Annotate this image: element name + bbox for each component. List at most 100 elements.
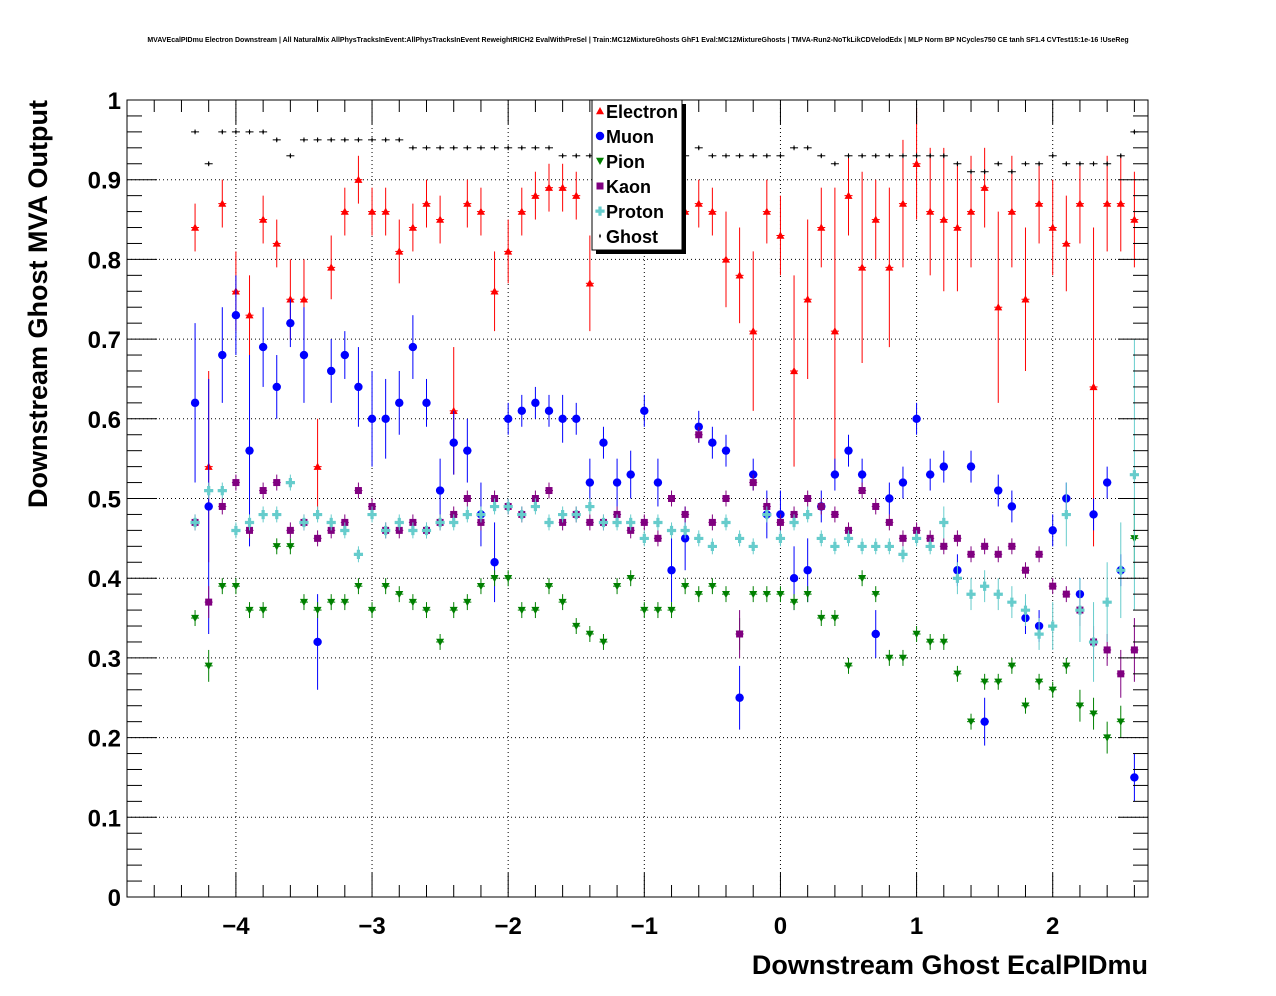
ghost-point [398,137,401,143]
proton-point [190,517,200,528]
y-axis-title: Downstream Ghost MVA Output [23,100,53,508]
pion-point [218,582,227,591]
pion-point [830,614,839,623]
kaon-point [804,495,812,502]
electron-point [272,239,281,247]
electron-point [340,207,349,215]
electron-point [436,215,445,223]
pion-point [817,614,826,623]
ghost-point [194,129,197,135]
proton-point [653,517,663,528]
proton-point [1034,629,1044,639]
electron-point [463,199,472,207]
pion-point [626,575,635,583]
electron-point [1021,295,1030,303]
muon-point [585,478,595,487]
electron-point [926,207,935,215]
ghost-point [316,137,319,143]
x-tick-label: 0 [774,913,787,940]
electron-point [558,183,567,191]
electron-point [368,207,377,215]
pion-point [898,654,907,662]
ghost-point [507,145,510,151]
electron-point [408,223,417,231]
proton-point [272,509,282,520]
proton-point [503,501,513,512]
kaon-point [463,495,471,502]
proton-point [1088,637,1099,647]
ghost-point [956,161,959,167]
kaon-point [1103,646,1111,654]
ghost-point [1092,161,1095,167]
pion-point [572,622,581,631]
muon-point [667,566,676,575]
electron-point [531,191,540,199]
kaon-point [273,479,281,487]
proton-point [1048,621,1058,631]
pion-point [803,590,812,599]
kaon-point [940,542,948,550]
proton-point [694,533,704,544]
ghost-point [1078,161,1081,167]
pion-point [327,598,336,607]
ghost-point [847,153,850,159]
pion-point [286,543,295,551]
proton-point [408,525,418,536]
ghost-point [452,145,455,151]
proton-point [939,517,949,528]
pion-point [231,582,240,591]
ghost-point [520,145,523,151]
muon-point [544,406,554,416]
pion-point [844,662,853,670]
pion-point [613,582,622,591]
x-tick-label: −3 [358,913,385,940]
chart-title: MVAVEcalPIDmu Electron Downstream | All … [147,37,1128,44]
y-tick-label: 0.5 [88,487,121,514]
muon-point [299,350,309,360]
ghost-point [588,153,591,159]
proton-point [381,525,391,536]
y-tick-label: 0.4 [88,566,122,593]
ghost-point [901,153,904,159]
pion-point [408,598,417,607]
proton-point [1020,605,1031,615]
proton-point [830,541,840,552]
ghost-point [1065,161,1068,167]
ghost-point [207,161,210,167]
x-tick-label: 1 [910,913,923,940]
proton-point [204,486,214,496]
y-tick-label: 0.8 [88,247,121,274]
muon-point [449,438,458,447]
muon-point [517,406,526,416]
legend-label-proton: Proton [606,202,664,222]
series-pion [191,498,1139,754]
ghost-point [262,129,265,135]
muon-point [612,478,622,487]
proton-point [843,533,854,544]
ghost-point [479,145,482,151]
proton-point [367,509,377,520]
kaon-point [1021,566,1029,574]
pion-point [926,638,935,646]
ghost-point [466,145,469,151]
legend-label-electron: Electron [606,102,678,122]
pion-point [422,606,431,615]
electron-point [953,223,962,231]
muon-point [258,342,268,352]
kaon-point [736,630,744,638]
ghost-point [425,145,428,151]
proton-point [666,525,677,536]
electron-point [327,263,336,271]
ghost-point [384,137,387,143]
muon-point [395,398,404,408]
pion-point [994,678,1003,686]
pion-point [599,638,608,646]
kaon-point [232,479,240,487]
proton-point [748,541,758,552]
series-electron [191,107,1139,563]
electron-point [708,207,717,215]
proton-point [340,525,350,536]
kaon-point [354,487,362,495]
muon-point [721,446,731,455]
